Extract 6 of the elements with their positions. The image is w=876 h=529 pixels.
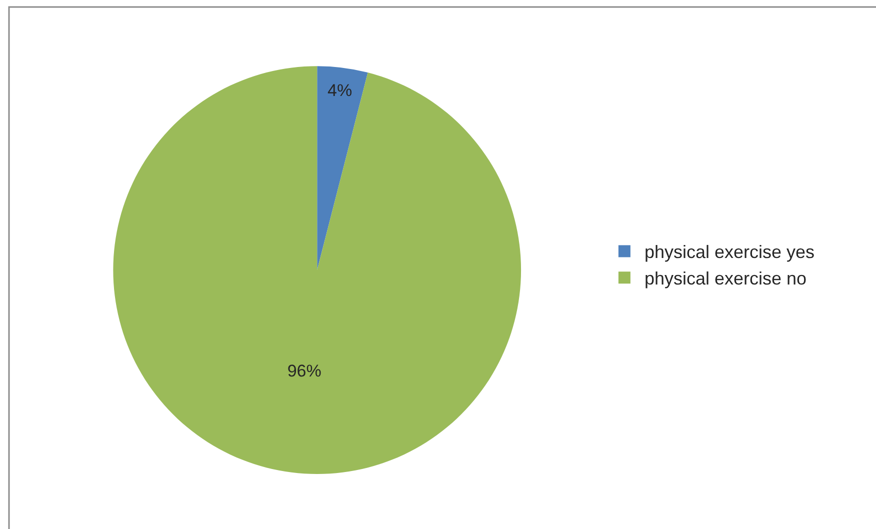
- data-label: 4%: [328, 80, 352, 100]
- legend-label: physical exercise no: [644, 268, 807, 289]
- legend-label: physical exercise yes: [644, 242, 815, 262]
- pie-slice: [317, 66, 368, 270]
- pie-slice: [113, 66, 521, 474]
- data-label: 96%: [287, 362, 322, 381]
